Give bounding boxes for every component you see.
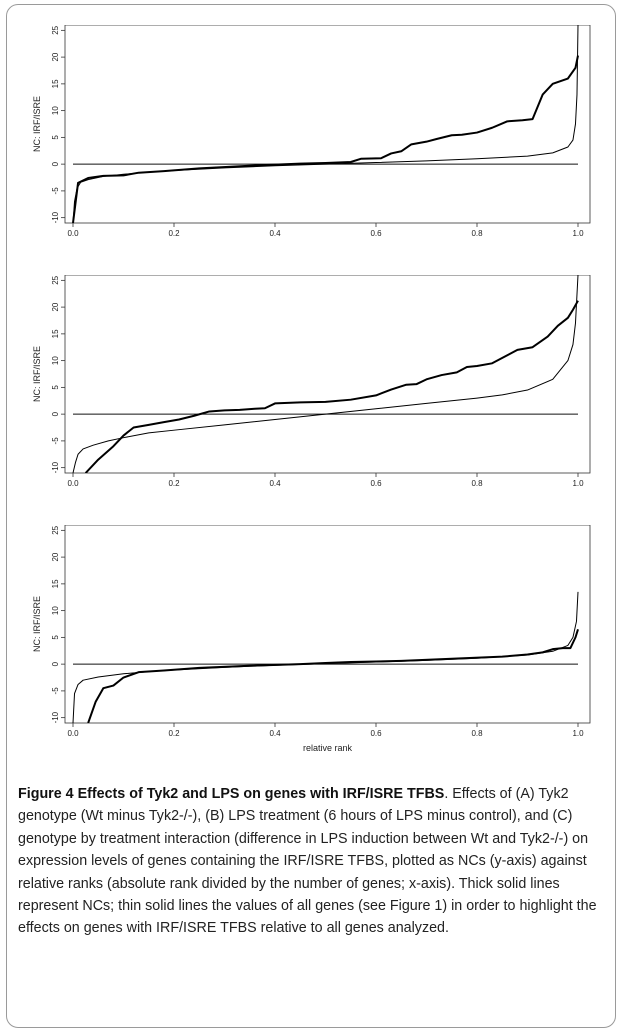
y-tick-label-a-3: 5 bbox=[51, 135, 60, 140]
y-tick-label-a-7: 25 bbox=[51, 25, 60, 34]
figure-frame bbox=[6, 4, 616, 1028]
x-tick-label-a-2: 0.4 bbox=[269, 229, 281, 238]
thick-nc-line-b bbox=[84, 300, 579, 473]
y-tick-label-b-2: 0 bbox=[51, 411, 60, 416]
y-tick-label-b-6: 20 bbox=[51, 302, 60, 311]
y-tick-label-a-6: 20 bbox=[51, 52, 60, 61]
y-tick-label-a-4: 10 bbox=[51, 106, 60, 115]
x-tick-label-a-5: 1.0 bbox=[572, 229, 584, 238]
figure-caption: Figure 4 Effects of Tyk2 and LPS on gene… bbox=[18, 783, 610, 940]
x-tick-label-c-5: 1.0 bbox=[572, 729, 584, 738]
y-tick-label-a-2: 0 bbox=[51, 161, 60, 166]
x-tick-label-b-3: 0.6 bbox=[370, 479, 382, 488]
plot-box-a bbox=[64, 25, 591, 224]
x-axis-label-c: relative rank bbox=[303, 743, 353, 753]
y-tick-label-c-0: -10 bbox=[51, 711, 60, 723]
y-axis-label-a: NC: IRF/ISRE bbox=[32, 96, 42, 152]
y-tick-label-c-2: 0 bbox=[51, 661, 60, 666]
thick-nc-line-a bbox=[72, 55, 579, 223]
thin-all-genes-line-a bbox=[72, 25, 579, 223]
y-tick-label-c-7: 25 bbox=[51, 525, 60, 534]
x-tick-label-b-1: 0.2 bbox=[168, 479, 180, 488]
y-axis-label-b: NC: IRF/ISRE bbox=[32, 346, 42, 402]
y-tick-label-c-3: 5 bbox=[51, 635, 60, 640]
y-tick-label-c-5: 15 bbox=[51, 579, 60, 588]
y-tick-label-b-4: 10 bbox=[51, 356, 60, 365]
x-tick-label-c-2: 0.4 bbox=[269, 729, 281, 738]
x-tick-label-c-3: 0.6 bbox=[370, 729, 382, 738]
y-tick-label-c-4: 10 bbox=[51, 606, 60, 615]
x-tick-label-a-1: 0.2 bbox=[168, 229, 180, 238]
x-tick-label-c-4: 0.8 bbox=[471, 729, 483, 738]
x-tick-label-c-1: 0.2 bbox=[168, 729, 180, 738]
y-tick-label-a-1: -5 bbox=[51, 187, 60, 195]
caption-title: Figure 4 Effects of Tyk2 and LPS on gene… bbox=[18, 786, 445, 802]
y-tick-label-a-0: -10 bbox=[51, 211, 60, 223]
y-axis-label-c: NC: IRF/ISRE bbox=[32, 596, 42, 652]
caption-text: . Effects of (A) Tyk2 genotype (Wt minus… bbox=[18, 786, 597, 937]
thin-all-genes-line-b bbox=[72, 275, 579, 473]
y-tick-label-b-5: 15 bbox=[51, 329, 60, 338]
x-tick-label-c-0: 0.0 bbox=[67, 729, 79, 738]
plot-box-c bbox=[64, 525, 591, 724]
x-tick-label-a-3: 0.6 bbox=[370, 229, 382, 238]
y-tick-label-c-6: 20 bbox=[51, 552, 60, 561]
x-tick-label-b-4: 0.8 bbox=[471, 479, 483, 488]
x-tick-label-b-2: 0.4 bbox=[269, 479, 281, 488]
x-tick-label-a-4: 0.8 bbox=[471, 229, 483, 238]
x-tick-label-b-5: 1.0 bbox=[572, 479, 584, 488]
y-tick-label-b-1: -5 bbox=[51, 437, 60, 445]
x-tick-label-a-0: 0.0 bbox=[67, 229, 79, 238]
thick-nc-line-c bbox=[87, 629, 579, 723]
x-tick-label-b-0: 0.0 bbox=[67, 479, 79, 488]
y-tick-label-b-3: 5 bbox=[51, 385, 60, 390]
thin-all-genes-line-c bbox=[72, 591, 579, 723]
y-tick-label-a-5: 15 bbox=[51, 79, 60, 88]
y-tick-label-c-1: -5 bbox=[51, 687, 60, 695]
y-tick-label-b-7: 25 bbox=[51, 275, 60, 284]
y-tick-label-b-0: -10 bbox=[51, 461, 60, 473]
plot-box-b bbox=[64, 275, 591, 474]
